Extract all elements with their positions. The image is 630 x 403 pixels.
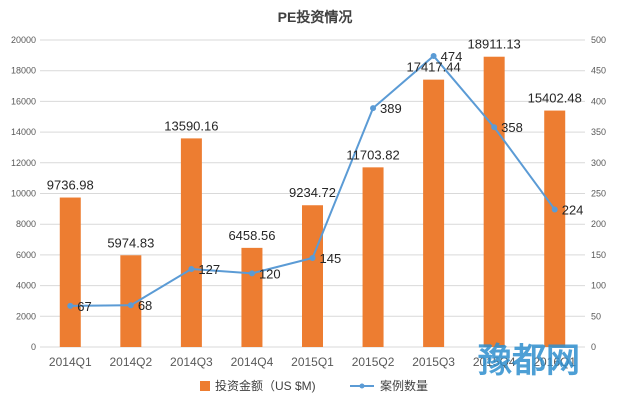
legend-label-count: 案例数量 xyxy=(380,378,428,393)
y-right-tick-label: 400 xyxy=(591,96,606,106)
line-point-2015Q3 xyxy=(430,52,437,59)
line-value-label: 120 xyxy=(259,266,281,281)
y-right-tick-label: 500 xyxy=(591,35,606,45)
x-tick-label: 2015Q1 xyxy=(291,355,334,369)
line-value-label: 68 xyxy=(138,298,152,313)
line-value-label: 474 xyxy=(441,49,463,64)
line-value-label: 67 xyxy=(77,299,91,314)
x-tick-label: 2014Q3 xyxy=(170,355,213,369)
bar-2015Q3 xyxy=(423,79,445,347)
bar-value-label: 11703.82 xyxy=(346,147,399,162)
line-point-2014Q2 xyxy=(127,302,134,309)
line-series xyxy=(67,52,558,309)
line-point-2014Q1 xyxy=(67,302,74,309)
axes: 0200040006000800010000120001400016000180… xyxy=(11,35,606,369)
y-left-tick-label: 10000 xyxy=(11,189,36,199)
bar-value-label: 17417.44 xyxy=(406,60,460,75)
y-right-tick-label: 100 xyxy=(591,281,606,291)
x-tick-label: 2014Q2 xyxy=(109,355,152,369)
bar-value-label: 13590.16 xyxy=(164,118,218,133)
line-point-2015Q2 xyxy=(370,105,377,112)
bar-value-label: 5974.83 xyxy=(107,235,154,250)
line-point-2014Q4 xyxy=(248,270,255,277)
y-left-tick-label: 16000 xyxy=(11,96,36,106)
line-value-label: 224 xyxy=(562,202,584,217)
line-value-label: 127 xyxy=(198,262,220,277)
y-left-tick-label: 0 xyxy=(31,342,36,352)
y-right-tick-label: 0 xyxy=(591,342,596,352)
line-point-2014Q3 xyxy=(188,266,195,273)
line-point-2015Q4 xyxy=(491,124,498,131)
y-left-tick-label: 8000 xyxy=(16,219,36,229)
y-left-tick-label: 6000 xyxy=(16,250,36,260)
data-labels: 9736.98 5974.83 13590.16 6458.56 9234.72 1170… xyxy=(47,37,584,314)
y-left-tick-label: 18000 xyxy=(11,66,36,76)
y-right-tick-label: 200 xyxy=(591,219,606,229)
chart-title: PE投资情况 xyxy=(278,9,353,25)
line-value-label: 145 xyxy=(320,251,342,266)
y-right-tick-label: 150 xyxy=(591,250,606,260)
y-right-tick-label: 250 xyxy=(591,189,606,199)
legend-label-amount: 投资金额（US $M) xyxy=(215,378,316,393)
bar-2015Q1 xyxy=(302,205,323,347)
line-value-label: 358 xyxy=(501,120,523,135)
y-left-tick-label: 2000 xyxy=(16,311,36,321)
y-right-tick-label: 350 xyxy=(591,127,606,137)
legend-swatch-amount xyxy=(200,381,210,391)
bar-2014Q3 xyxy=(180,138,202,347)
bar-series xyxy=(59,56,566,348)
x-tick-label: 2015Q2 xyxy=(352,355,395,369)
line-point-2015Q1 xyxy=(309,254,316,261)
bar-2015Q2 xyxy=(362,167,384,347)
y-right-tick-label: 50 xyxy=(591,311,601,321)
bar-2014Q2 xyxy=(120,255,142,347)
bar-2016Q1 xyxy=(544,110,566,347)
y-left-tick-label: 20000 xyxy=(11,35,36,45)
y-right-tick-label: 300 xyxy=(591,158,606,168)
bar-value-label: 18911.13 xyxy=(468,37,521,52)
watermark-logo: 豫都网 xyxy=(478,342,580,380)
x-tick-label: 2016Q1 xyxy=(533,355,576,369)
x-tick-label: 2014Q1 xyxy=(49,355,92,369)
legend-marker-count xyxy=(359,383,365,389)
bar-value-label: 6458.56 xyxy=(228,228,275,243)
y-left-tick-label: 12000 xyxy=(11,158,36,168)
bar-value-label: 15402.48 xyxy=(528,91,582,106)
line-value-label: 389 xyxy=(380,101,402,116)
bar-value-label: 9234.72 xyxy=(289,185,336,200)
x-tick-label: 2014Q4 xyxy=(231,355,274,369)
x-tick-label: 2015Q3 xyxy=(412,355,455,369)
bar-value-label: 9736.98 xyxy=(47,178,94,193)
y-left-tick-label: 14000 xyxy=(11,127,36,137)
legend: 投资金额（US $M) 案例数量 xyxy=(200,378,428,393)
y-right-tick-label: 450 xyxy=(591,66,606,76)
line-point-2016Q1 xyxy=(551,206,558,213)
bar-2015Q4 xyxy=(483,56,505,348)
bar-2014Q1 xyxy=(59,197,81,347)
x-tick-label: 2015Q4 xyxy=(473,355,516,369)
y-left-tick-label: 4000 xyxy=(16,281,36,291)
bar-2014Q4 xyxy=(241,247,263,347)
